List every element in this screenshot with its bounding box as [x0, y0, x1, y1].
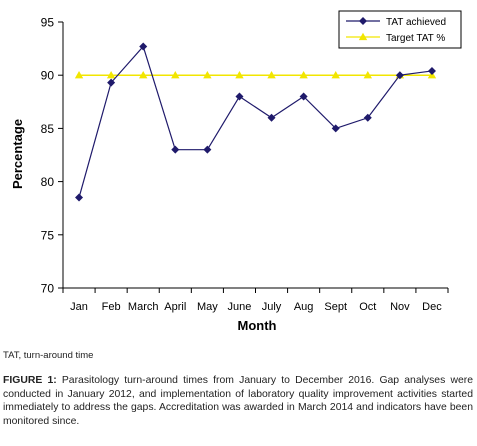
- data-point: [331, 71, 340, 79]
- x-tick-label: June: [228, 301, 252, 313]
- x-tick-label: Aug: [294, 301, 314, 313]
- data-point: [235, 92, 244, 101]
- legend-box: [338, 10, 462, 49]
- x-tick-label: May: [197, 301, 218, 313]
- data-point: [171, 71, 180, 79]
- data-point: [74, 71, 84, 79]
- caption-label: FIGURE 1:: [3, 375, 57, 386]
- caption-text: Parasitology turn-around times from Janu…: [3, 375, 473, 427]
- y-tick-label: 80: [41, 175, 55, 189]
- data-point: [267, 71, 276, 79]
- y-axis-label: Percentage: [10, 119, 25, 189]
- y-tick-label: 85: [41, 122, 55, 136]
- data-point: [363, 113, 372, 122]
- line-chart: 70 75 80 85 90 95 Jan Feb March April May June July…: [10, 10, 462, 333]
- legend-label: TAT achieved: [386, 17, 446, 28]
- x-tick-label: July: [262, 301, 282, 313]
- legend-marker: [359, 17, 367, 25]
- legend: TAT achieved Target TAT %: [338, 10, 462, 49]
- data-point: [235, 71, 244, 79]
- data-point: [427, 66, 436, 75]
- figure-caption: FIGURE 1: Parasitology turn-around times…: [3, 374, 473, 428]
- data-point: [299, 71, 308, 79]
- y-tick-label: 90: [41, 69, 55, 83]
- x-tick-label: Dec: [422, 301, 442, 313]
- data-point: [267, 113, 276, 122]
- x-tick-label: Feb: [102, 301, 121, 313]
- data-point: [203, 71, 212, 79]
- series-tat-achieved: [75, 42, 436, 202]
- y-tick-labels: 70 75 80 85 90 95: [41, 16, 55, 296]
- x-tick-label: Nov: [390, 301, 410, 313]
- x-tick-labels: Jan Feb March April May June July Aug Sept Oct Nov…: [70, 301, 442, 313]
- data-point: [171, 145, 180, 154]
- data-point: [107, 78, 116, 87]
- x-tick-label: Sept: [324, 301, 347, 313]
- y-tick-label: 70: [41, 282, 55, 296]
- x-tick-label: Jan: [70, 301, 88, 313]
- data-point: [363, 71, 372, 79]
- data-point: [395, 71, 404, 80]
- x-axis-label: Month: [238, 318, 277, 333]
- data-point: [139, 71, 148, 79]
- x-tick-label: March: [128, 301, 159, 313]
- axes: [58, 21, 449, 293]
- series-layer: [74, 42, 437, 202]
- data-point: [75, 193, 84, 202]
- data-point: [139, 42, 148, 51]
- series-line: [78, 45, 433, 198]
- data-point: [331, 124, 340, 133]
- footnote: TAT, turn-around time: [3, 350, 94, 361]
- data-point: [299, 92, 308, 101]
- x-tick-label: April: [164, 301, 186, 313]
- series-target-tat: [74, 71, 437, 79]
- data-point: [203, 145, 212, 154]
- x-tick-label: Oct: [359, 301, 376, 313]
- legend-label: Target TAT %: [386, 33, 445, 44]
- chart: 70 75 80 85 90 95 Jan Feb March April May June July…: [10, 10, 462, 333]
- y-tick-label: 95: [41, 16, 55, 30]
- legend-marker: [358, 32, 368, 41]
- data-point: [106, 71, 116, 79]
- y-tick-label: 75: [41, 228, 55, 242]
